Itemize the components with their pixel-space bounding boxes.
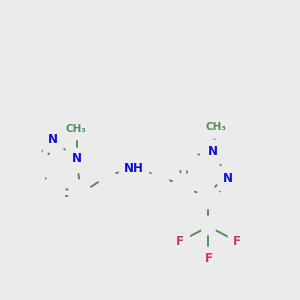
Text: N: N xyxy=(223,172,233,185)
Text: F: F xyxy=(233,235,241,248)
Text: CH₃: CH₃ xyxy=(206,122,226,133)
Text: CH₃: CH₃ xyxy=(66,124,87,134)
Text: NH: NH xyxy=(124,161,143,175)
Text: N: N xyxy=(208,145,218,158)
Text: F: F xyxy=(176,235,184,248)
Text: N: N xyxy=(71,152,82,166)
Text: F: F xyxy=(205,251,212,265)
Text: N: N xyxy=(47,133,58,146)
